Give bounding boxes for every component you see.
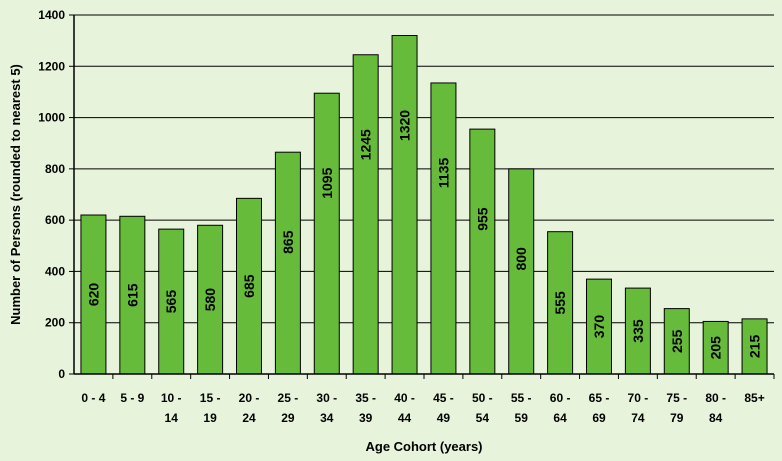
x-tick-label: 79 [670, 411, 684, 425]
bar [469, 128, 496, 375]
y-tick-label: 200 [45, 316, 65, 330]
x-tick-label: 84 [709, 411, 723, 425]
bar-value-label: 565 [163, 290, 179, 314]
bar [741, 318, 768, 375]
bar [197, 224, 224, 375]
bar [547, 231, 574, 375]
bar [158, 228, 185, 375]
bar-value-label: 615 [124, 283, 140, 307]
x-tick-label: 49 [437, 411, 451, 425]
bar-value-label: 370 [591, 315, 607, 339]
y-tick-label: 1200 [38, 59, 65, 73]
x-tick-label: 70 - [628, 391, 649, 405]
bar [702, 320, 729, 375]
x-tick-label: 45 - [433, 391, 454, 405]
x-tick-label: 65 - [589, 391, 610, 405]
bar-value-label: 685 [241, 274, 257, 298]
bar-value-label: 335 [630, 319, 646, 343]
x-tick-label: 69 [592, 411, 606, 425]
bar-value-label: 800 [513, 247, 529, 271]
bar [236, 197, 262, 375]
x-tick-label: 44 [398, 411, 412, 425]
x-tick-label: 55 - [511, 391, 532, 405]
bar [313, 92, 340, 375]
x-tick-label: 40 - [394, 391, 415, 405]
y-tick-label: 400 [45, 264, 65, 278]
bar-value-label: 620 [85, 283, 101, 307]
x-tick-label: 74 [631, 411, 645, 425]
x-tick-label: 29 [281, 411, 295, 425]
x-tick-label: 35 - [355, 391, 376, 405]
bar-value-label: 255 [669, 329, 685, 353]
y-axis-title: Number of Persons (rounded to nearest 5) [8, 64, 23, 325]
bar-value-label: 555 [552, 291, 568, 315]
x-tick-label: 24 [242, 411, 256, 425]
x-tick-label: 10 - [161, 391, 182, 405]
y-axis-ticks: 0 200 400 600 800 1000 1200 1400 [38, 8, 74, 381]
bars: 620 615 565 580 685 865 1095 1245 1320 1135 955 800… [80, 35, 768, 375]
y-tick-label: 1000 [38, 111, 65, 125]
x-tick-label: 80 - [705, 391, 726, 405]
bar-value-label: 580 [202, 288, 218, 312]
bar-value-label: 955 [474, 207, 490, 231]
x-tick-label: 25 - [278, 391, 299, 405]
x-tick-label: 34 [320, 411, 334, 425]
bar [119, 215, 146, 375]
x-tick-label: 30 - [316, 391, 337, 405]
bar [352, 54, 379, 375]
x-tick-label: 0 - 4 [81, 391, 105, 405]
y-tick-label: 800 [45, 162, 65, 176]
x-tick-label: 5 - 9 [120, 391, 144, 405]
x-tick-label: 75 - [666, 391, 687, 405]
x-tick-label: 50 - [472, 391, 493, 405]
bar-value-label: 215 [747, 335, 763, 359]
bar-value-label: 205 [708, 336, 724, 360]
y-tick-label: 600 [45, 213, 65, 227]
gridlines [74, 14, 774, 324]
bar [586, 278, 612, 375]
bar [508, 168, 535, 375]
x-tick-label: 54 [476, 411, 490, 425]
bar [663, 308, 690, 375]
bar-value-label: 865 [280, 230, 296, 254]
y-tick-label: 1400 [38, 8, 65, 22]
x-tick-label: 19 [203, 411, 217, 425]
x-tick-label: 59 [515, 411, 529, 425]
bar-value-label: 1245 [358, 129, 374, 160]
x-tick-label: 14 [165, 411, 179, 425]
bar-value-label: 1135 [435, 158, 451, 189]
x-tick-label: 64 [553, 411, 567, 425]
x-tick-label: 60 - [550, 391, 571, 405]
bar [391, 35, 418, 375]
bar-value-label: 1320 [397, 110, 413, 141]
bar [430, 82, 457, 375]
x-tick-label: 85+ [744, 391, 764, 405]
x-tick-label: 20 - [239, 391, 260, 405]
x-tick-label: 39 [359, 411, 373, 425]
x-axis-title: Age Cohort (years) [365, 439, 482, 454]
y-tick-label: 0 [58, 367, 65, 381]
bar-value-label: 1095 [319, 167, 335, 198]
x-tick-label: 15 - [200, 391, 221, 405]
bar [274, 151, 301, 375]
x-axis-ticks: 0 - 4 5 - 9 10 - 14 15 - 19 20 - 24 25 - 29 30 - 34… [81, 374, 775, 425]
